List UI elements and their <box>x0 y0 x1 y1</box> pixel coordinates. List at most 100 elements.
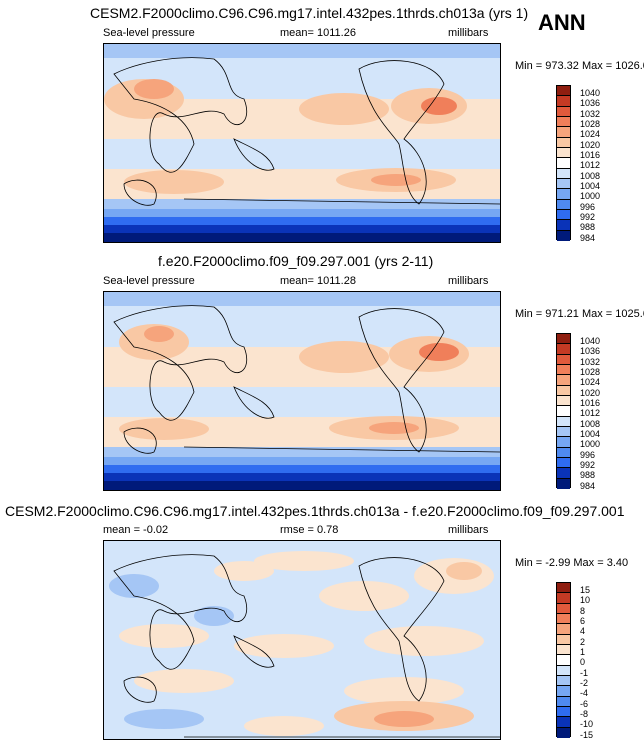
panel1-legend-label: 984 <box>580 233 596 243</box>
panel2-minmax-label: Min = 971.21 Max = 1025.63 <box>515 308 644 320</box>
panel1-legend-label: 1024 <box>580 129 601 139</box>
legend-swatch <box>557 624 570 635</box>
legend-swatch <box>557 117 570 128</box>
legend-swatch <box>557 593 570 604</box>
panel2-legend-label: 1000 <box>580 439 601 449</box>
panel3-minmax-label: Min = -2.99 Max = 3.40 <box>515 557 629 569</box>
panel2-legend-label: 1040 <box>580 336 601 346</box>
panel2-legend-label: 1024 <box>580 377 601 387</box>
panel1-legend-label: 1012 <box>580 160 601 170</box>
season-label: ANN <box>538 10 586 35</box>
panel1-legend-label: 992 <box>580 212 596 222</box>
panel2-mean-label: mean= 1011.28 <box>280 275 356 287</box>
panel3-rmse-label: rmse = 0.78 <box>280 524 339 536</box>
panel3-legend-label: -1 <box>580 668 589 678</box>
panel2-legend-bar <box>556 333 571 489</box>
panel1-legend-label: 996 <box>580 202 596 212</box>
panel1-legend-label: 1008 <box>580 171 601 181</box>
panel3-legend-label: -2 <box>580 678 589 688</box>
legend-swatch <box>557 86 570 97</box>
panel2-legend-label: 988 <box>580 470 596 480</box>
panel2-legend-label: 1004 <box>580 429 601 439</box>
legend-swatch <box>557 655 570 666</box>
panel1-legend-label: 1004 <box>580 181 601 191</box>
panel3-mean-label: mean = -0.02 <box>103 524 169 536</box>
legend-swatch <box>557 727 570 738</box>
legend-swatch <box>557 437 570 448</box>
legend-swatch <box>557 707 570 718</box>
panel3-map <box>103 540 501 740</box>
panel1-variable-label: Sea-level pressure <box>103 27 195 39</box>
panel2-legend-label: 1028 <box>580 367 601 377</box>
panel3-title: CESM2.F2000climo.C96.C96.mg17.intel.432p… <box>5 503 625 519</box>
panel2-map <box>103 291 501 491</box>
legend-swatch <box>557 137 570 148</box>
legend-swatch <box>557 603 570 614</box>
legend-swatch <box>557 385 570 396</box>
panel3-legend-label: -8 <box>580 709 589 719</box>
panel2-legend-label: 1036 <box>580 346 601 356</box>
panel2-legend-label: 1012 <box>580 408 601 418</box>
legend-swatch <box>557 106 570 117</box>
legend-swatch <box>557 127 570 138</box>
legend-swatch <box>557 148 570 159</box>
legend-swatch <box>557 645 570 656</box>
panel3-legend-label: -10 <box>580 719 594 729</box>
panel3-legend-label: -6 <box>580 699 589 709</box>
panel3-legend-label: 6 <box>580 616 586 626</box>
panel3-legend-label: 0 <box>580 657 586 667</box>
panel1-legend-label: 1028 <box>580 119 601 129</box>
panel2-legend-label: 996 <box>580 450 596 460</box>
legend-swatch <box>557 179 570 190</box>
panel3-legend-label: 10 <box>580 595 591 605</box>
legend-swatch <box>557 406 570 417</box>
legend-swatch <box>557 696 570 707</box>
legend-swatch <box>557 230 570 241</box>
panel2-legend-label: 1016 <box>580 398 601 408</box>
legend-swatch <box>557 468 570 479</box>
legend-swatch <box>557 416 570 427</box>
legend-swatch <box>557 344 570 355</box>
panel3-legend-label: -15 <box>580 730 594 740</box>
panel3-legend-bar <box>556 582 571 738</box>
legend-swatch <box>557 334 570 345</box>
panel1-legend-bar <box>556 85 571 241</box>
legend-swatch <box>557 686 570 697</box>
legend-swatch <box>557 665 570 676</box>
panel3-legend-label: 1 <box>580 647 586 657</box>
legend-swatch <box>557 189 570 200</box>
panel1-minmax-label: Min = 973.32 Max = 1026.00 <box>515 60 644 72</box>
legend-swatch <box>557 634 570 645</box>
legend-swatch <box>557 168 570 179</box>
legend-swatch <box>557 210 570 221</box>
panel1-units-label: millibars <box>448 27 489 39</box>
panel2-legend-label: 1008 <box>580 419 601 429</box>
panel1-map <box>103 43 501 243</box>
panel3-legend-label: 4 <box>580 626 586 636</box>
panel2-legend-label: 984 <box>580 481 596 491</box>
panel1-legend-label: 1020 <box>580 140 601 150</box>
panel1-legend-label: 1032 <box>580 109 601 119</box>
legend-swatch <box>557 396 570 407</box>
legend-swatch <box>557 614 570 625</box>
legend-swatch <box>557 365 570 376</box>
legend-swatch <box>557 676 570 687</box>
legend-swatch <box>557 583 570 594</box>
panel3-legend-label: 2 <box>580 637 586 647</box>
legend-swatch <box>557 478 570 489</box>
panel2-units-label: millibars <box>448 275 489 287</box>
panel1-title: CESM2.F2000climo.C96.C96.mg17.intel.432p… <box>90 5 529 21</box>
legend-swatch <box>557 354 570 365</box>
legend-swatch <box>557 220 570 231</box>
panel2-legend-label: 1020 <box>580 388 601 398</box>
panel2-legend-label: 1032 <box>580 357 601 367</box>
legend-swatch <box>557 458 570 469</box>
panel3-legend-label: 8 <box>580 606 586 616</box>
panel1-legend-label: 1040 <box>580 88 601 98</box>
legend-swatch <box>557 447 570 458</box>
legend-swatch <box>557 158 570 169</box>
panel2-variable-label: Sea-level pressure <box>103 275 195 287</box>
panel1-legend-label: 1016 <box>580 150 601 160</box>
legend-swatch <box>557 717 570 728</box>
panel1-mean-label: mean= 1011.26 <box>280 27 356 39</box>
